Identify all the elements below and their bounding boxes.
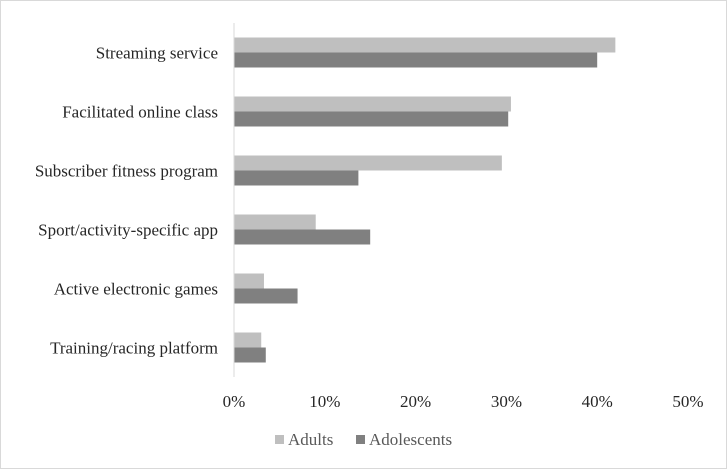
x-tick-label: 0%: [223, 392, 246, 411]
bar-adults-facilitated-online-class: [234, 96, 511, 112]
bar-adults-active-electronic-games: [234, 273, 264, 289]
legend: Adults Adolescents: [275, 430, 452, 449]
bar-adolescents-sport-activity-specific-app: [234, 229, 371, 245]
category-label: Training/racing platform: [50, 339, 218, 358]
x-tick-label: 10%: [309, 392, 340, 411]
category-label: Subscriber fitness program: [35, 162, 218, 181]
category-label: Streaming service: [96, 44, 218, 63]
bar-adults-training-racing-platform: [234, 332, 262, 348]
bar-adults-streaming-service: [234, 37, 616, 53]
bar-adolescents-training-racing-platform: [234, 347, 266, 363]
category-label: Sport/activity-specific app: [38, 221, 218, 240]
category-labels: Streaming service Facilitated online clas…: [35, 44, 218, 358]
legend-label-adolescents: Adolescents: [369, 430, 452, 449]
x-tick-label: 40%: [582, 392, 613, 411]
legend-swatch-adults: [275, 435, 284, 444]
bar-adolescents-streaming-service: [234, 52, 598, 68]
category-label: Facilitated online class: [62, 103, 218, 122]
legend-swatch-adolescents: [356, 435, 365, 444]
bar-adults-subscriber-fitness-program: [234, 155, 502, 171]
x-tick-label: 50%: [672, 392, 703, 411]
bar-adolescents-facilitated-online-class: [234, 111, 509, 127]
bar-adults-sport-activity-specific-app: [234, 214, 316, 230]
bars-layer: [234, 37, 616, 363]
legend-label-adults: Adults: [288, 430, 333, 449]
x-tick-label: 20%: [400, 392, 431, 411]
bar-adolescents-subscriber-fitness-program: [234, 170, 359, 186]
bar-adolescents-active-electronic-games: [234, 288, 298, 304]
x-tick-label: 30%: [491, 392, 522, 411]
x-tick-labels: 0% 10% 20% 30% 40% 50%: [223, 392, 704, 411]
category-label: Active electronic games: [54, 280, 218, 299]
